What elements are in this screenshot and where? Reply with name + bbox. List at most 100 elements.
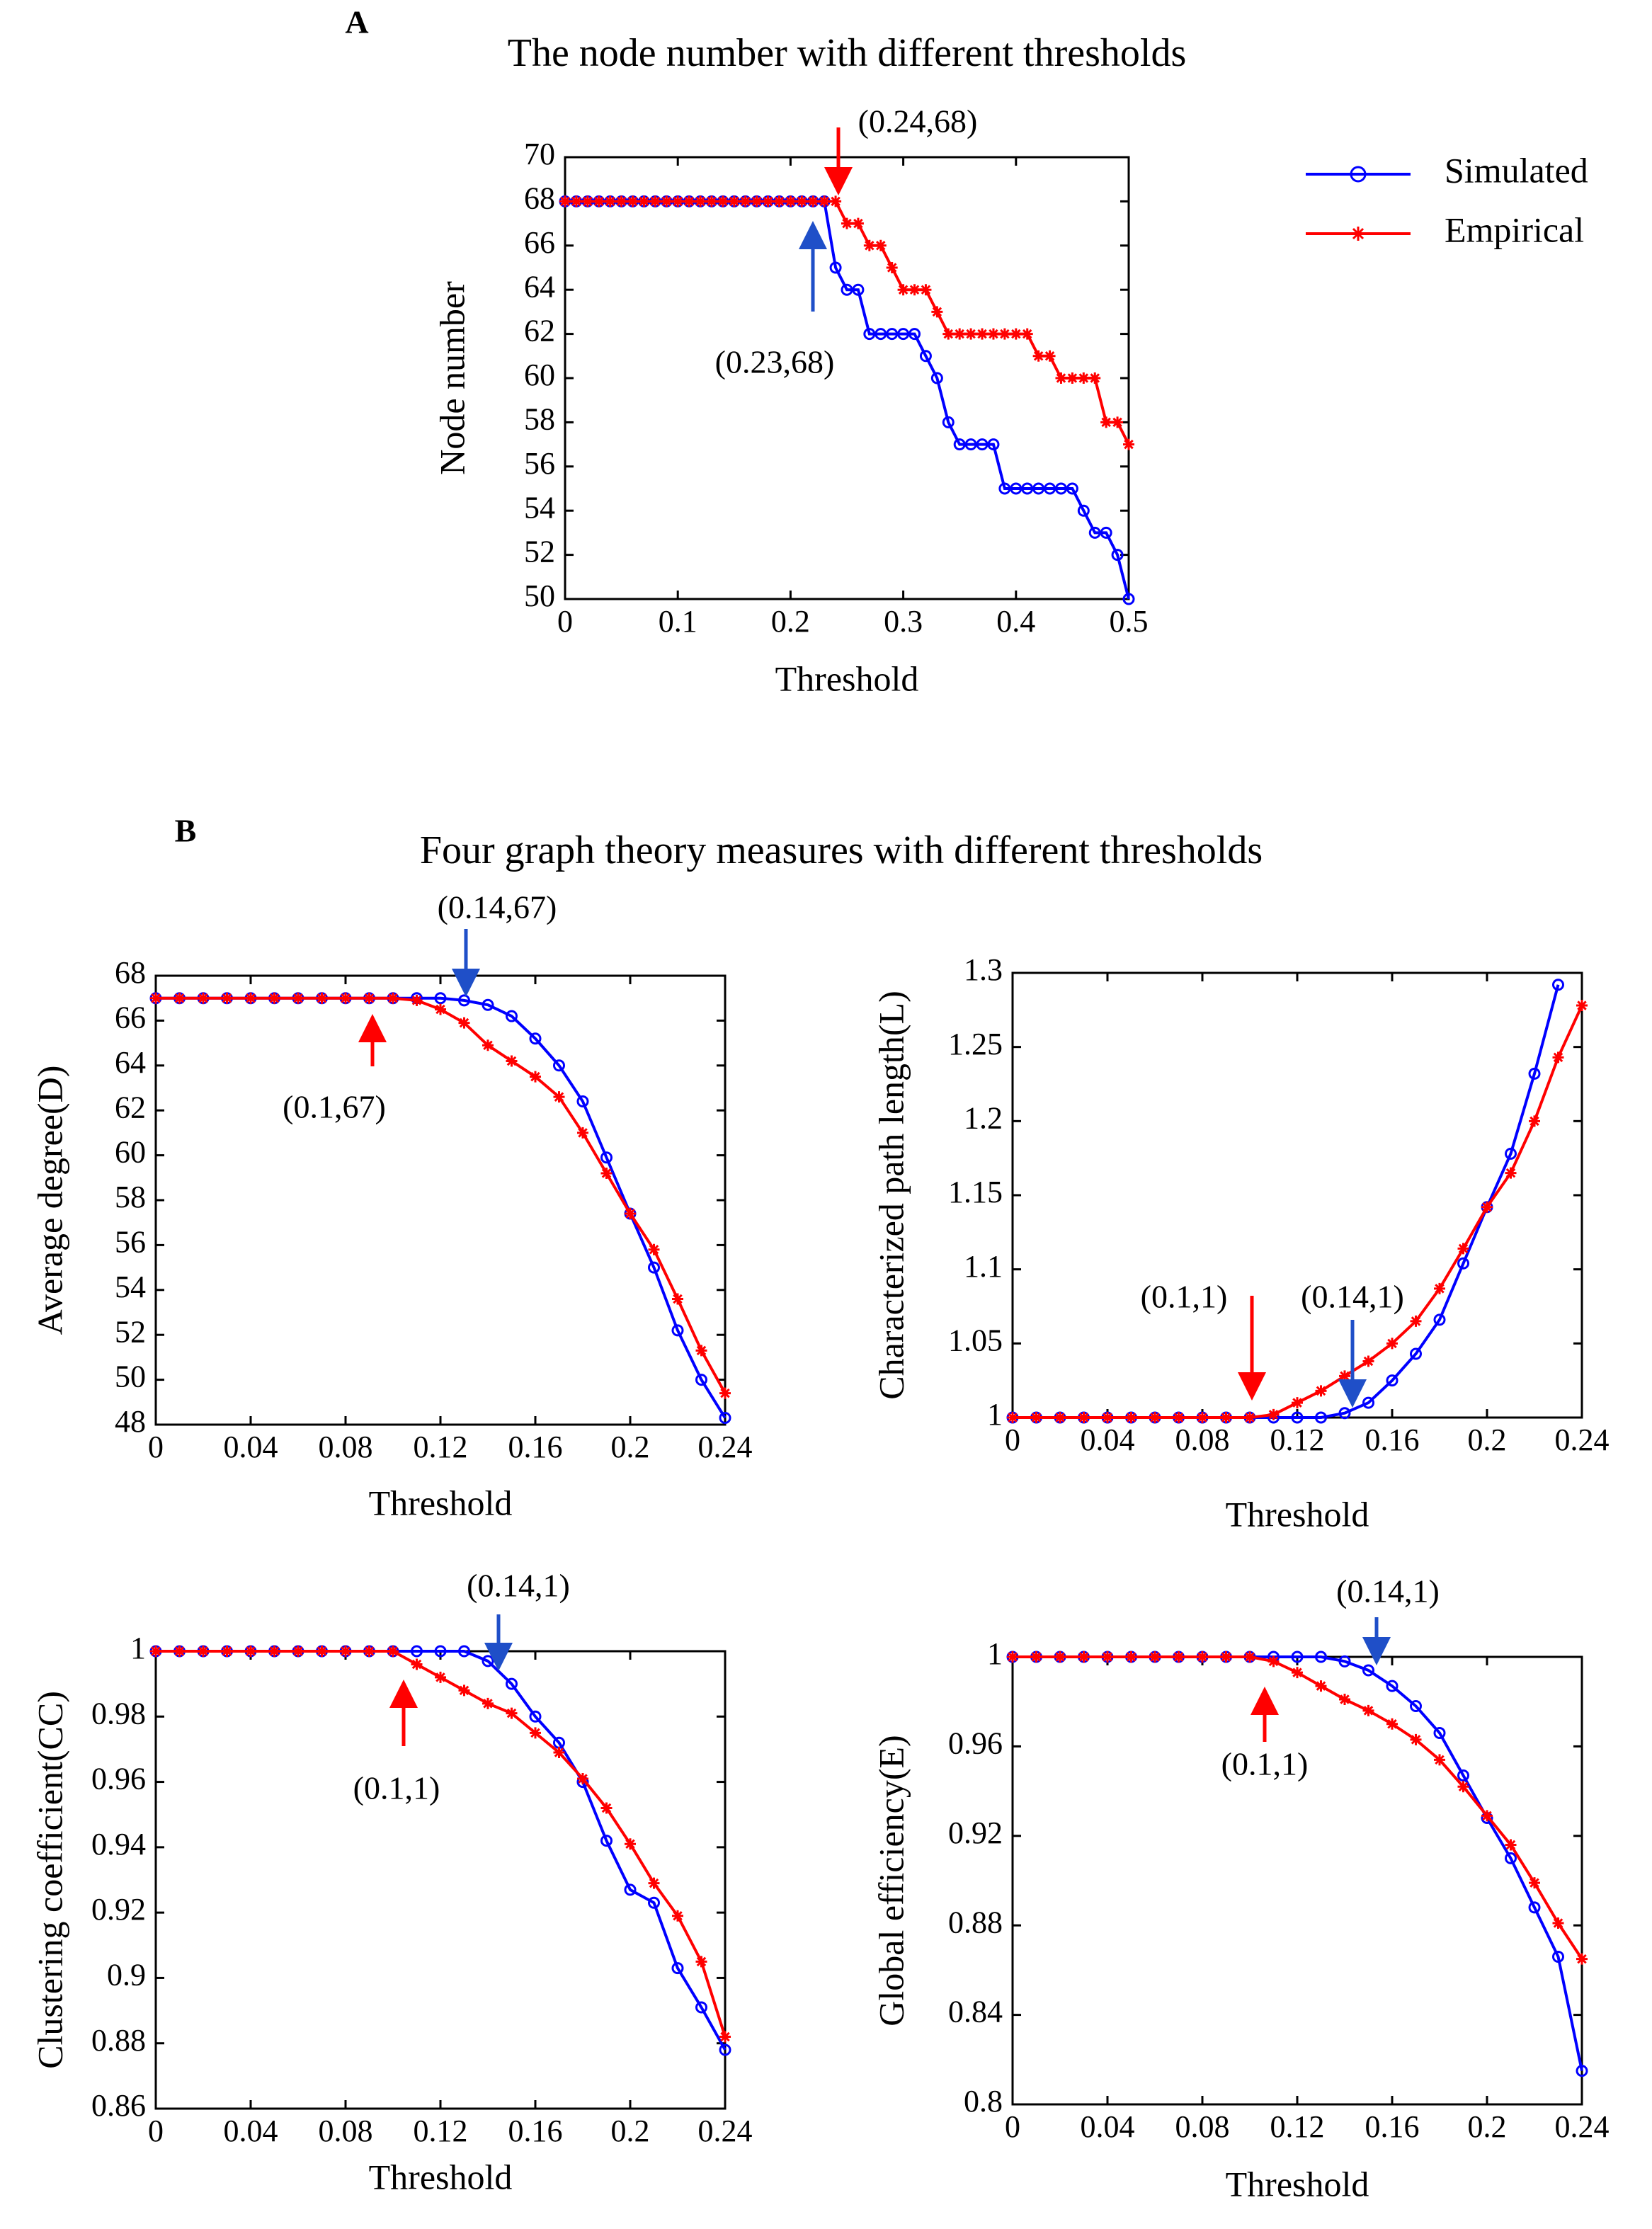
marker [387,1646,399,1657]
x-tick-label: 0.3 [884,604,923,639]
marker [648,1877,660,1889]
marker [1244,1412,1255,1423]
annotation: (0.24,68) [858,103,978,139]
chart-title: The node number with different threshold… [508,31,1187,75]
y-tick-label: 0.9 [107,1958,146,1993]
marker [553,1059,565,1072]
panel-label: B [175,813,197,849]
marker [1552,1917,1564,1929]
marker [976,438,989,451]
annotation: (0.1,67) [283,1089,386,1125]
marker [1576,2065,1588,2077]
marker [1339,1370,1350,1382]
marker [581,195,593,207]
marker [1125,1412,1137,1423]
marker [434,992,447,1005]
marker [506,1677,518,1690]
marker [1315,1411,1327,1424]
y-axis-label: Characterized path length(L) [871,991,911,1400]
marker [1220,1651,1232,1663]
annotation: (0.23,68) [715,344,835,380]
series-line [1013,1655,1583,2072]
marker [1386,1718,1398,1730]
y-tick-label: 58 [524,401,555,436]
marker [1457,1243,1469,1255]
marker [1457,1257,1469,1270]
legend-label: Empirical [1445,210,1584,249]
marker [672,1293,683,1305]
y-tick-label: 1.2 [964,1100,1003,1135]
y-tick-label: 1 [130,1631,146,1665]
y-tick-label: 0.88 [91,2023,146,2058]
marker [593,195,605,207]
marker [1339,1694,1350,1706]
x-tick-label: 0 [557,604,573,639]
marker [852,217,864,229]
series-line [1013,984,1560,1419]
marker [340,992,351,1004]
marker [316,992,328,1004]
marker [719,1387,731,1399]
marker [435,1671,446,1683]
marker [1173,1412,1185,1423]
y-tick-label: 62 [524,314,555,348]
marker [198,992,209,1004]
marker [411,994,423,1006]
marker [987,328,999,340]
marker [931,306,943,318]
y-tick-label: 68 [115,955,146,990]
marker [953,438,966,451]
marker [1552,1950,1564,1963]
marker [829,261,842,274]
marker [719,2043,731,2056]
marker [1291,1651,1304,1663]
marker [1054,482,1067,495]
x-axis-label: Threshold [1226,1494,1369,1534]
marker [964,438,977,451]
marker [553,1091,565,1103]
marker [1433,1313,1446,1326]
marker [785,195,797,207]
y-tick-label: 66 [115,1000,146,1034]
marker [1292,1397,1303,1409]
x-tick-label: 0.2 [771,604,810,639]
marker [1576,1953,1588,1965]
x-axis-label: Threshold [1226,2164,1369,2204]
series-line [156,996,727,1419]
marker [683,195,695,207]
marker [624,1883,637,1896]
x-tick-label: 0 [148,1430,164,1464]
marker [751,195,763,207]
x-tick-label: 0.04 [224,1430,278,1464]
marker [1528,1901,1541,1914]
y-tick-label: 1.25 [948,1027,1003,1061]
marker [695,1956,707,1968]
y-tick-label: 64 [115,1045,146,1080]
y-tick-label: 68 [524,181,555,215]
panel-title: Four graph theory measures with differen… [420,828,1263,872]
marker [1292,1667,1303,1679]
y-tick-label: 1.3 [964,952,1003,987]
marker [221,1646,233,1657]
marker [559,195,571,207]
marker [1078,1651,1090,1663]
marker [458,1645,470,1658]
y-tick-label: 62 [115,1090,146,1124]
series-line [156,1650,727,2038]
marker [1505,1167,1517,1179]
x-axis-label: Threshold [369,1483,513,1522]
marker [482,1697,494,1709]
marker [1552,979,1564,991]
marker [1386,1374,1398,1387]
marker [1102,1651,1113,1663]
marker [648,1261,660,1274]
marker [1410,1347,1422,1360]
marker [671,1962,684,1975]
marker [625,1208,636,1220]
marker [1315,1385,1327,1397]
marker [529,1032,542,1045]
marker [1078,372,1090,384]
x-tick-label: 0.24 [1555,1423,1610,1457]
marker [1457,1781,1469,1793]
marker [1410,1700,1422,1713]
